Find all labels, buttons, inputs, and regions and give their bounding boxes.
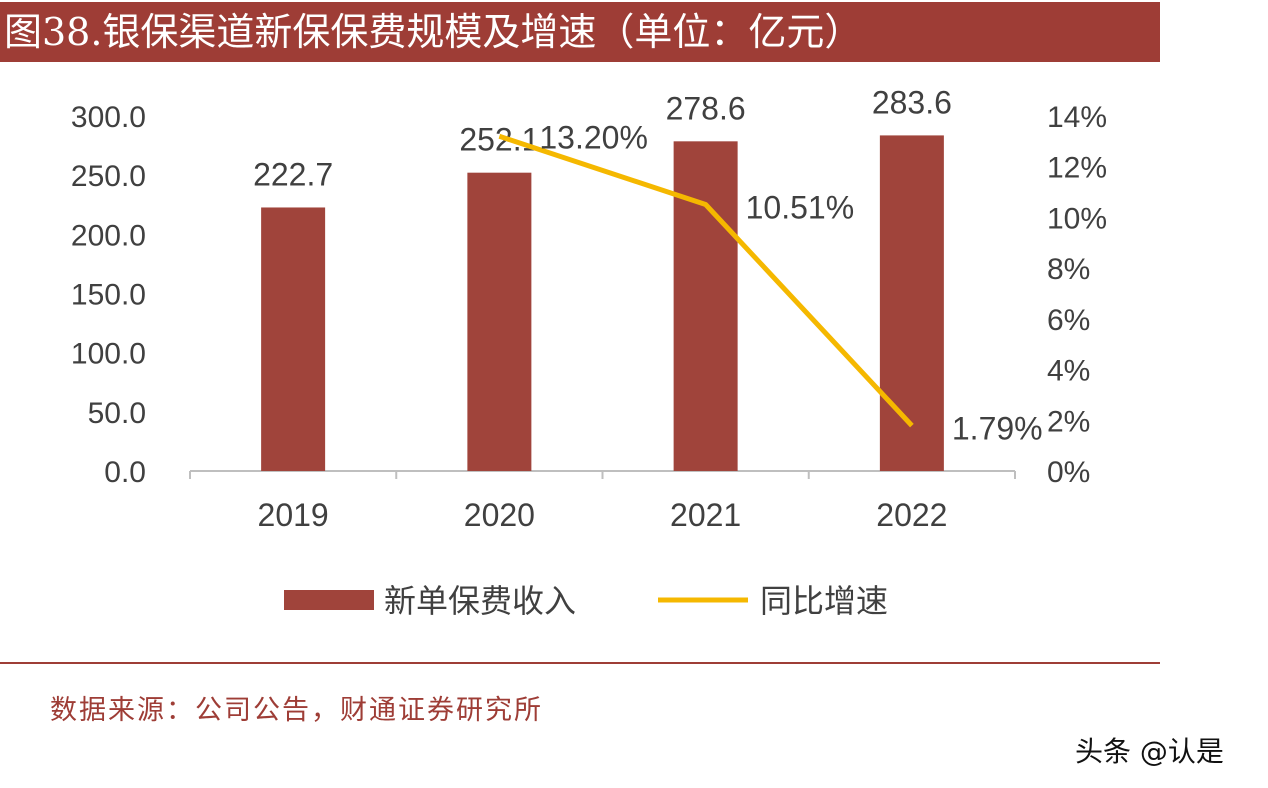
y-right-tick-label: 10% bbox=[1047, 202, 1107, 235]
bar-data-label: 222.7 bbox=[253, 156, 333, 192]
bar-data-label: 252.1 bbox=[459, 122, 539, 158]
y-left-tick-label: 200.0 bbox=[71, 219, 146, 252]
legend-bar-label: 新单保费收入 bbox=[384, 583, 576, 619]
y-left-tick-label: 300.0 bbox=[71, 101, 146, 134]
y-right-tick-label: 12% bbox=[1047, 152, 1107, 185]
y-left-tick-label: 100.0 bbox=[71, 338, 146, 371]
bar-2022 bbox=[879, 135, 944, 471]
x-tick-label: 2019 bbox=[258, 497, 329, 533]
bar-2021 bbox=[673, 141, 738, 471]
x-tick-label: 2021 bbox=[670, 497, 741, 533]
chart-title: 图38.银保渠道新保保费规模及增速（单位：亿元） bbox=[0, 2, 1160, 62]
x-tick-label: 2022 bbox=[876, 497, 947, 533]
y-right-tick-label: 4% bbox=[1047, 355, 1090, 388]
y-right-tick-label: 6% bbox=[1047, 304, 1090, 337]
bar-data-label: 283.6 bbox=[872, 84, 952, 120]
y-left-tick-label: 0.0 bbox=[104, 456, 146, 489]
y-right-tick-label: 0% bbox=[1047, 456, 1090, 489]
y-left-tick-label: 50.0 bbox=[88, 397, 146, 430]
line-data-label: 1.79% bbox=[952, 411, 1043, 447]
line-data-label: 10.51% bbox=[746, 189, 855, 225]
legend-line-label: 同比增速 bbox=[760, 583, 888, 619]
footer-divider bbox=[0, 662, 1160, 664]
watermark: 头条 @认是 bbox=[1075, 735, 1224, 768]
y-right-tick-label: 8% bbox=[1047, 253, 1090, 286]
bar-2020 bbox=[467, 172, 532, 471]
y-left-tick-label: 250.0 bbox=[71, 160, 146, 193]
y-right-tick-label: 14% bbox=[1047, 101, 1107, 134]
bar-data-label: 278.6 bbox=[666, 90, 746, 126]
y-left-tick-label: 150.0 bbox=[71, 279, 146, 312]
bar-2019 bbox=[261, 207, 326, 471]
line-data-label: 13.20% bbox=[539, 119, 648, 155]
x-tick-label: 2020 bbox=[464, 497, 535, 533]
y-right-tick-label: 2% bbox=[1047, 405, 1090, 438]
source-note: 数据来源：公司公告，财通证券研究所 bbox=[50, 695, 543, 726]
legend-bar-swatch bbox=[284, 590, 374, 610]
chart: 0.0 50.0 100.0 150.0 200.0 250.0 300.0 0% 2% 4% 6%… bbox=[71, 84, 1107, 619]
